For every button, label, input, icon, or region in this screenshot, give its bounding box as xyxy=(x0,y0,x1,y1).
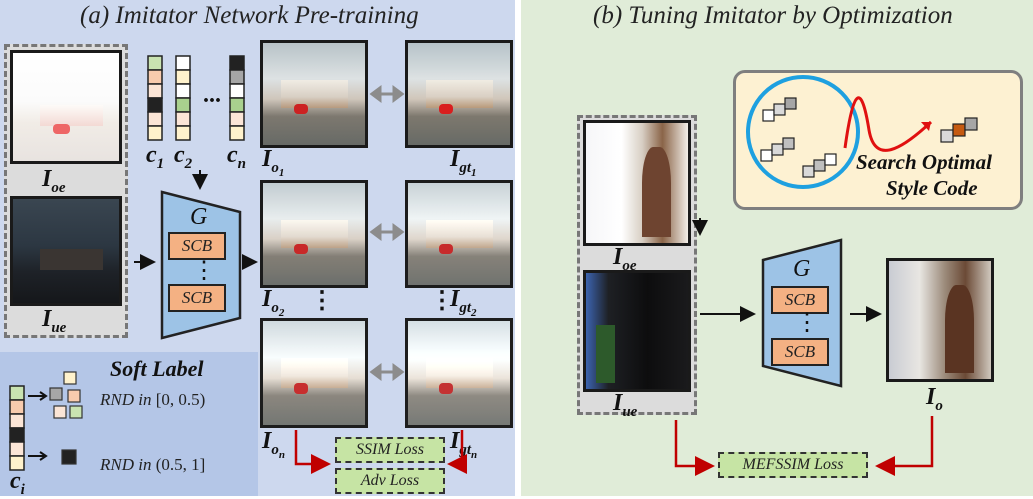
label-output-1: Io1 xyxy=(262,146,285,179)
scb-block-a-2: SCB xyxy=(168,284,226,312)
ssim-loss-box: SSIM Loss xyxy=(335,437,445,463)
panel-a-gray-arrows xyxy=(369,85,405,381)
style-code-vectors xyxy=(147,55,245,141)
candidate-code-cubes xyxy=(760,97,837,178)
label-output-n: Ion xyxy=(262,428,285,461)
output-image-2 xyxy=(260,180,368,288)
label-gt-1: Igt1 xyxy=(450,146,477,179)
scb-dots-b: ⋮ xyxy=(795,310,819,336)
mefssim-loss-box: MEFSSIM Loss xyxy=(718,452,868,478)
label-i-oe-b: Ioe xyxy=(613,244,637,274)
label-c2: c2 xyxy=(174,142,193,172)
label-i-oe-a: Ioe xyxy=(42,166,66,196)
soft-label-title: Soft Label xyxy=(110,356,204,381)
soft-label-rnd-2: RND in (0.5, 1] xyxy=(100,455,206,474)
search-graphics xyxy=(746,75,978,189)
ground-truth-image-2 xyxy=(405,180,513,288)
scb-block-a-1: SCB xyxy=(168,232,226,260)
output-image-n xyxy=(260,318,368,428)
optimal-code-cubes xyxy=(940,117,978,143)
fused-output-image xyxy=(886,258,994,382)
label-output-b: Io xyxy=(926,384,943,414)
candidate-codes-circle xyxy=(746,75,860,189)
generator-a-label: G xyxy=(190,204,208,230)
panel-a-red-arrows xyxy=(294,430,467,474)
scb-dots-a: ⋮ xyxy=(192,258,216,284)
style-code-dots: ... xyxy=(203,82,221,108)
panel-a-title: (a) Imitator Network Pre-training xyxy=(80,2,419,29)
search-style-code-box xyxy=(733,70,1023,210)
soft-label-cubes xyxy=(49,371,83,465)
soft-label-graphics xyxy=(9,371,83,471)
label-i-ue-a: Iue xyxy=(42,306,67,336)
label-i-ue-b: Iue xyxy=(613,390,638,420)
panel-b-black-arrows xyxy=(692,218,882,322)
output-column-dots: ⋮ xyxy=(310,288,334,314)
scb-block-b-2: SCB xyxy=(771,338,829,366)
adv-loss-box: Adv Loss xyxy=(335,468,445,494)
style-code-c1 xyxy=(147,55,163,141)
ground-truth-image-1 xyxy=(405,40,513,148)
label-cn: cn xyxy=(227,142,246,172)
ground-truth-image-n xyxy=(405,318,513,428)
soft-label-rnd-1: RND in [0, 0.5) xyxy=(100,390,206,409)
panel-a: (a) Imitator Network Pre-training Ioe Iu… xyxy=(0,0,515,498)
soft-label-arrows xyxy=(28,391,48,461)
panel-b-red-arrows xyxy=(674,416,934,476)
panel-b-title: (b) Tuning Imitator by Optimization xyxy=(593,2,953,29)
search-label-line2: Style Code xyxy=(886,176,978,200)
gt-column-dots: ⋮ xyxy=(430,288,454,314)
panel-b: (b) Tuning Imitator by Optimization Ioe … xyxy=(521,0,1033,496)
search-path-arrow xyxy=(843,96,933,152)
label-output-2: Io2 xyxy=(262,286,285,319)
soft-label-code-vector xyxy=(9,385,25,471)
underexposed-image-b xyxy=(583,270,691,392)
label-c1: c1 xyxy=(146,142,165,172)
search-label-line1: Search Optimal xyxy=(856,150,992,174)
scb-block-b-1: SCB xyxy=(771,286,829,314)
style-code-c2 xyxy=(175,55,191,141)
panel-a-black-arrows xyxy=(134,170,258,270)
output-image-1 xyxy=(260,40,368,148)
soft-label-box xyxy=(0,352,258,496)
generator-b-label: G xyxy=(793,256,811,282)
style-code-cn xyxy=(229,55,245,141)
label-gt-2: Igt2 xyxy=(450,286,477,319)
underexposed-image-a xyxy=(10,196,122,306)
overexposed-image-a xyxy=(10,50,122,164)
label-gt-n: Igtn xyxy=(450,428,478,461)
soft-label-code-label: ci xyxy=(10,468,25,498)
overexposed-image-b xyxy=(583,120,691,246)
